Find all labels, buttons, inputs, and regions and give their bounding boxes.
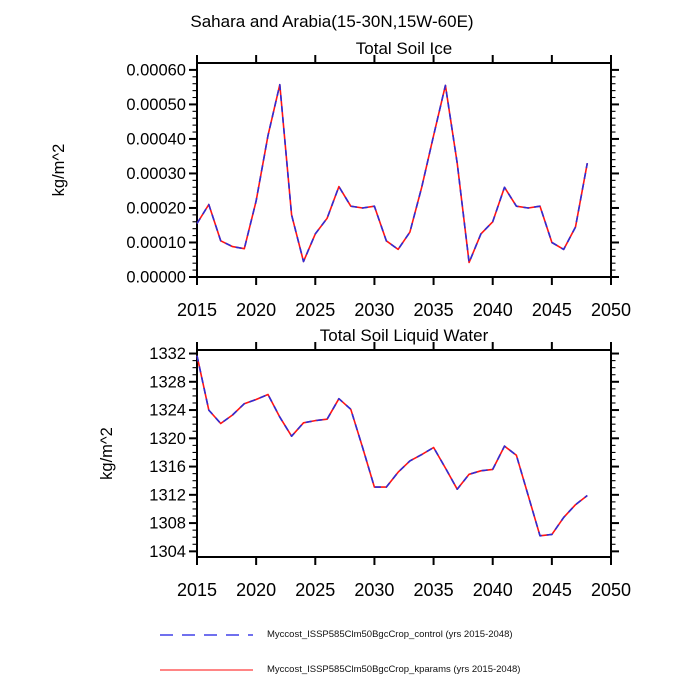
x-tick-label: 2045 [532, 580, 572, 600]
x-tick-label: 2035 [414, 580, 454, 600]
legend: Myccost_ISSP585Clm50BgcCrop_control (yrs… [0, 617, 700, 687]
x-tick-label: 2025 [295, 300, 335, 320]
chart-title: Total Soil Ice [356, 39, 452, 58]
y-tick-label: 1304 [149, 543, 186, 561]
chart-soil-liquid-water: 2015 2020 2025 2030 2035 2040 2045 2050 1304 1308… [98, 326, 631, 600]
x-tick-label: 2050 [591, 300, 631, 320]
x-tick-label: 2035 [414, 300, 454, 320]
y-tick-label: 0.00010 [126, 234, 186, 252]
x-tick-label: 2015 [177, 580, 217, 600]
x-tick-label: 2015 [177, 300, 217, 320]
legend-label: Myccost_ISSP585Clm50BgcCrop_kparams (yrs… [267, 664, 521, 675]
x-tick-label: 2045 [532, 300, 572, 320]
y-tick-label: 0.00020 [126, 199, 186, 217]
x-tick-label: 2030 [354, 300, 394, 320]
y-axis-name: kg/m^2 [50, 144, 68, 197]
y-tick-label: 1328 [149, 373, 186, 391]
plot-frame [196, 349, 612, 558]
charts-svg: 2015 2020 2025 2030 2035 2040 2045 2050 0.00000 0… [50, 39, 631, 600]
chart-soil-ice: 2015 2020 2025 2030 2035 2040 2045 2050 0.00000 0… [50, 39, 631, 320]
main-title: Sahara and Arabia(15-30N,15W-60E) [190, 12, 474, 31]
chart-title: Total Soil Liquid Water [320, 326, 489, 345]
y-tick-label: 1312 [149, 486, 186, 504]
plot-frame [196, 62, 612, 278]
legend-item-kparams: Myccost_ISSP585Clm50BgcCrop_kparams (yrs… [160, 652, 700, 687]
x-tick-label: 2025 [295, 580, 335, 600]
x-tick-label: 2020 [236, 580, 276, 600]
x-tick-label: 2020 [236, 300, 276, 320]
y-tick-label: 0.00040 [126, 130, 186, 148]
dashed-line-swatch [160, 633, 253, 636]
y-tick-label: 1332 [149, 345, 186, 363]
x-tick-label: 2050 [591, 580, 631, 600]
y-tick-label: 0.00060 [126, 61, 186, 79]
x-tick-label: 2030 [354, 580, 394, 600]
series-line-kparams [196, 355, 588, 537]
x-tick-label: 2040 [473, 580, 513, 600]
y-tick-label: 0.00000 [126, 269, 186, 287]
y-tick-label: 1324 [149, 402, 186, 420]
y-tick-label: 0.00030 [126, 165, 186, 183]
legend-item-control: Myccost_ISSP585Clm50BgcCrop_control (yrs… [160, 617, 700, 652]
y-tick-label: 1320 [149, 430, 186, 448]
y-tick-label: 0.00050 [126, 96, 186, 114]
y-tick-label: 1316 [149, 458, 186, 476]
legend-label: Myccost_ISSP585Clm50BgcCrop_control (yrs… [267, 629, 513, 640]
x-tick-label: 2040 [473, 300, 513, 320]
series-line-kparams [196, 83, 589, 264]
solid-line-swatch [160, 668, 253, 671]
series-line-control [196, 355, 588, 537]
y-tick-label: 1308 [149, 515, 186, 533]
series-line-control [196, 83, 589, 264]
y-axis-name: kg/m^2 [98, 427, 116, 480]
